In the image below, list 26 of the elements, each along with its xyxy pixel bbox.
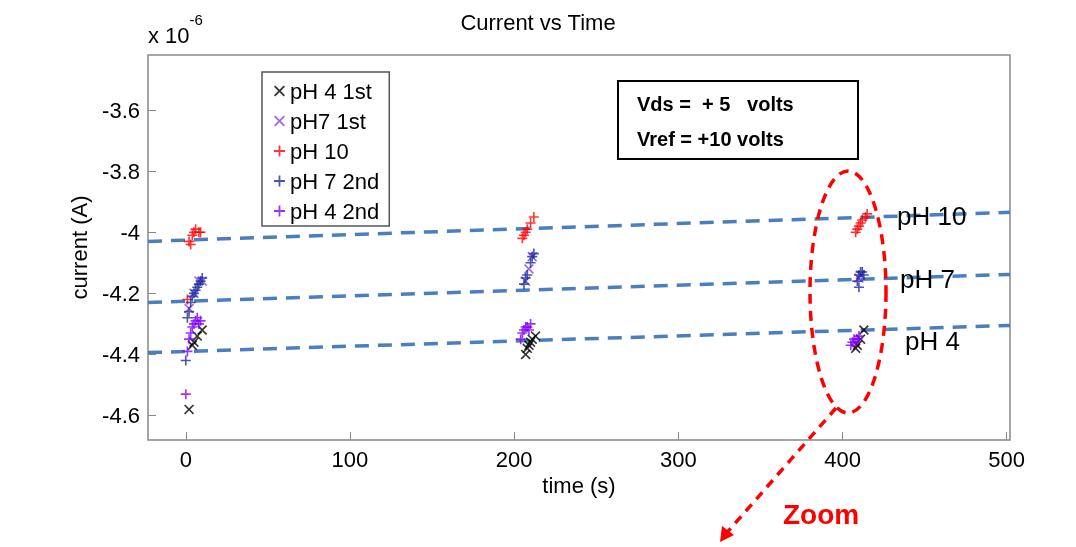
- legend-label: pH 4 1st: [290, 78, 372, 104]
- legend-label: pH7 1st: [290, 108, 366, 134]
- x-tick-label: 0: [179, 446, 192, 472]
- y-tick-label: -3.6: [102, 97, 140, 123]
- legend-label: pH 7 2nd: [290, 168, 380, 194]
- x-tick-label: 400: [824, 446, 861, 472]
- legend-label: pH 4 2nd: [290, 198, 380, 224]
- annotation: Vds = + 5 volts: [637, 92, 794, 116]
- text: Zoom: [783, 498, 860, 530]
- legend-label: pH 10: [290, 138, 349, 164]
- chart-title: Current vs Time: [460, 9, 616, 35]
- y-tick-label: -4.4: [102, 341, 140, 367]
- y-tick-label: -4: [120, 219, 140, 245]
- y-axis-title: current (A): [66, 195, 92, 300]
- annotation: pH 7: [900, 264, 955, 294]
- annotation: pH 4: [905, 326, 960, 356]
- x-tick-label: 200: [495, 446, 533, 472]
- x-tick-label: 100: [331, 446, 369, 472]
- note-box: Vds = + 5 volts Vref = +10 volts: [617, 80, 859, 160]
- x-axis-title: time (s): [542, 473, 616, 499]
- x-tick-label: 500: [988, 446, 1026, 472]
- y-tick-label: -3.8: [102, 158, 140, 184]
- y-tick-label: -4.6: [102, 403, 140, 429]
- y-tick-label: -4.2: [102, 280, 140, 306]
- x-tick-label: 300: [659, 446, 697, 472]
- annotation: Vref = +10 volts: [637, 127, 784, 151]
